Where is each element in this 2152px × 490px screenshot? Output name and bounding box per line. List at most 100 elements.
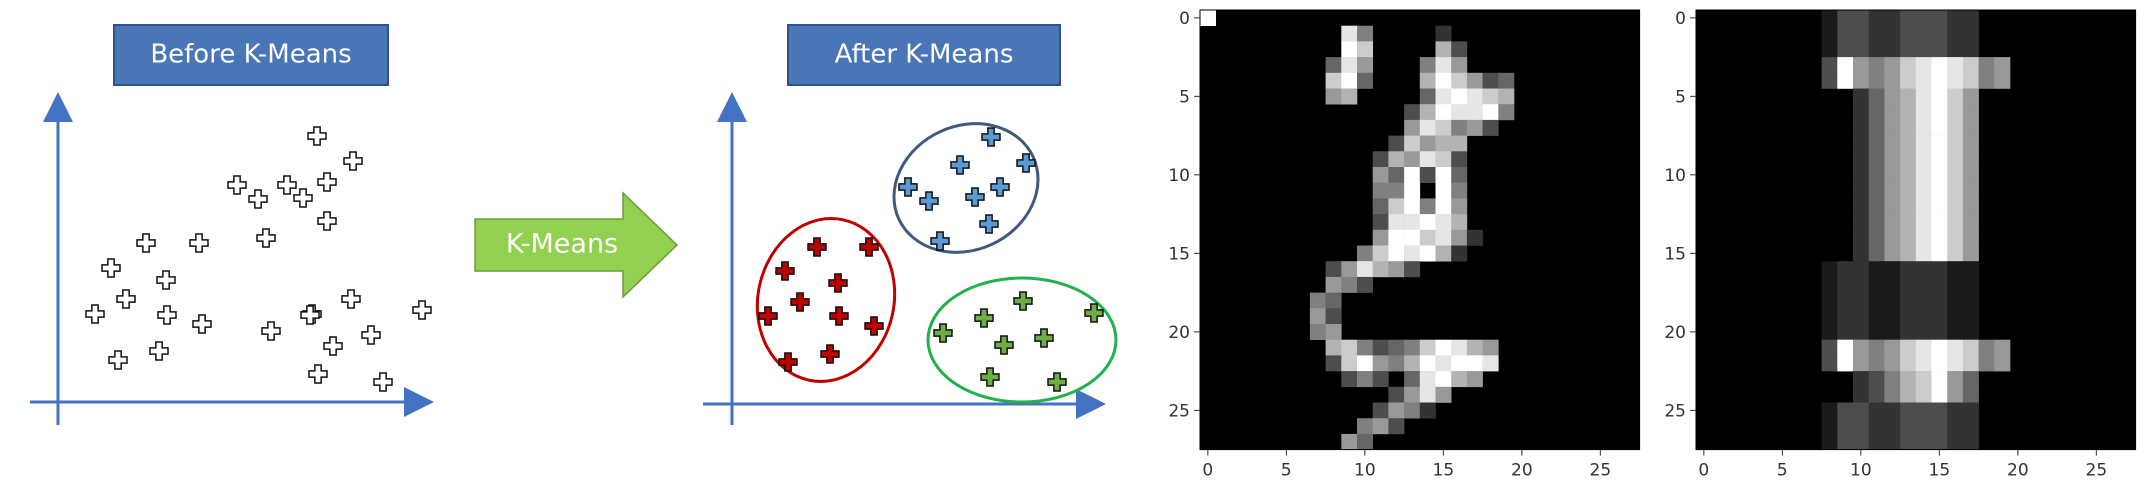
cluster-point-red bbox=[807, 237, 827, 257]
before-point bbox=[108, 350, 128, 370]
digit-pixel bbox=[1466, 88, 1483, 105]
digit-pixel bbox=[1884, 276, 1901, 293]
digit-pixel bbox=[1837, 433, 1854, 450]
digit-pixel bbox=[1915, 245, 1932, 262]
digit-pixel bbox=[1341, 72, 1358, 89]
digit-pixel bbox=[1915, 119, 1932, 136]
before-point bbox=[323, 336, 343, 356]
cluster-point-blue bbox=[1016, 153, 1036, 173]
digit-pixel bbox=[1325, 72, 1342, 89]
digit-pixel bbox=[1884, 72, 1901, 89]
digit-pixel bbox=[1947, 151, 1964, 168]
before-title: Before K-Means bbox=[150, 40, 351, 70]
digit-pixel bbox=[1837, 25, 1854, 42]
digit-pixel bbox=[1837, 41, 1854, 58]
digit-pixel bbox=[1962, 135, 1979, 152]
digit-pixel bbox=[1900, 135, 1917, 152]
digit-pixel bbox=[1900, 324, 1917, 340]
cluster-point-green bbox=[980, 367, 1000, 387]
before-point bbox=[308, 364, 328, 384]
digit-pixel bbox=[1900, 151, 1917, 168]
cluster-ellipse-blue bbox=[892, 122, 1040, 254]
digit-pixel bbox=[1868, 402, 1885, 419]
digit-pixel bbox=[1325, 308, 1342, 325]
digit-pixel bbox=[1915, 308, 1932, 325]
digit-pixel bbox=[1853, 433, 1869, 450]
cluster-point-red bbox=[775, 261, 795, 281]
digit-pixel bbox=[1837, 308, 1854, 325]
digit-pixel bbox=[1962, 119, 1979, 136]
after-title: After K-Means bbox=[835, 40, 1014, 70]
cluster-point-red bbox=[828, 273, 848, 293]
y-tick-label: 0 bbox=[1179, 9, 1190, 29]
digit-pixel bbox=[1947, 355, 1964, 372]
digit-pixel bbox=[1900, 88, 1917, 105]
digit-pixel bbox=[1868, 72, 1885, 89]
digit-pixel bbox=[1931, 386, 1948, 403]
digit-pixel bbox=[1915, 88, 1932, 105]
digit-pixel bbox=[1404, 135, 1421, 152]
digit-pixel bbox=[1962, 182, 1979, 199]
cluster-point-green bbox=[1084, 303, 1104, 323]
before-point bbox=[300, 305, 320, 325]
digit-pixel bbox=[1868, 88, 1885, 105]
digit-frame bbox=[1199, 9, 1641, 451]
after-points bbox=[758, 127, 1104, 392]
y-tick-label: 5 bbox=[1179, 87, 1190, 107]
digit-pixel bbox=[1962, 25, 1979, 42]
digit-pixel bbox=[1404, 355, 1421, 372]
digit-pixel bbox=[1931, 324, 1948, 340]
digit-pixel bbox=[1837, 292, 1854, 309]
y-tick-label: 0 bbox=[1675, 9, 1686, 29]
digit-pixel bbox=[1868, 25, 1885, 42]
digit-pixel bbox=[1200, 10, 1216, 26]
digit-pixel bbox=[1837, 355, 1854, 372]
digit-pixel bbox=[1884, 339, 1901, 356]
digit-pixel bbox=[1853, 198, 1869, 215]
digit-pixel bbox=[1435, 245, 1452, 262]
digit-pixel bbox=[1978, 72, 1995, 89]
digit-pixel bbox=[1868, 41, 1885, 58]
digit-pixel bbox=[1451, 135, 1468, 152]
digit-pixel bbox=[1482, 88, 1499, 105]
digit-pixel bbox=[1482, 355, 1499, 372]
digit-pixel bbox=[1962, 72, 1979, 89]
before-point bbox=[317, 211, 337, 231]
digit-pixel bbox=[1931, 339, 1948, 356]
digit-pixel bbox=[1868, 308, 1885, 325]
digit-pixel bbox=[1962, 324, 1979, 340]
before-title-box bbox=[113, 24, 389, 86]
digit-pixel bbox=[1372, 371, 1389, 388]
digit-pixel bbox=[1853, 41, 1869, 58]
digit-pixel bbox=[1900, 418, 1917, 435]
digit-pixel bbox=[1962, 245, 1979, 262]
digit-pixel bbox=[1884, 433, 1901, 450]
digit-pixel bbox=[1947, 371, 1964, 388]
digit-image-right: 0 5 10 15 20 25 0 5 10 15 20 25 bbox=[1664, 9, 2137, 481]
cluster-point-green bbox=[1013, 291, 1033, 311]
digit-pixel bbox=[1947, 324, 1964, 340]
digit-pixel bbox=[1931, 355, 1948, 372]
digit-pixel bbox=[1931, 276, 1948, 293]
digit-pixel bbox=[1341, 88, 1358, 105]
digit-pixel bbox=[1325, 324, 1342, 340]
x-tick-label: 20 bbox=[1511, 461, 1533, 481]
digit-pixel bbox=[1404, 402, 1421, 419]
digit-pixel bbox=[1884, 135, 1901, 152]
digit-pixel bbox=[1915, 276, 1932, 293]
digit-pixel bbox=[1962, 261, 1979, 278]
before-point bbox=[227, 175, 247, 195]
digit-pixel bbox=[1419, 386, 1436, 403]
digit-pixel bbox=[1341, 355, 1358, 372]
digit-pixel bbox=[1915, 104, 1932, 121]
digit-pixel bbox=[1853, 57, 1869, 74]
digit-pixel bbox=[1404, 371, 1421, 388]
digit-pixel bbox=[1962, 371, 1979, 388]
digit-pixel bbox=[1884, 151, 1901, 168]
digit-pixel bbox=[1884, 104, 1901, 121]
digit-pixel bbox=[1978, 57, 1995, 74]
digit-pixel bbox=[1962, 386, 1979, 403]
digit-pixel bbox=[1900, 229, 1917, 246]
digit-pixel bbox=[1853, 418, 1869, 435]
digit-pixel bbox=[1837, 402, 1854, 419]
